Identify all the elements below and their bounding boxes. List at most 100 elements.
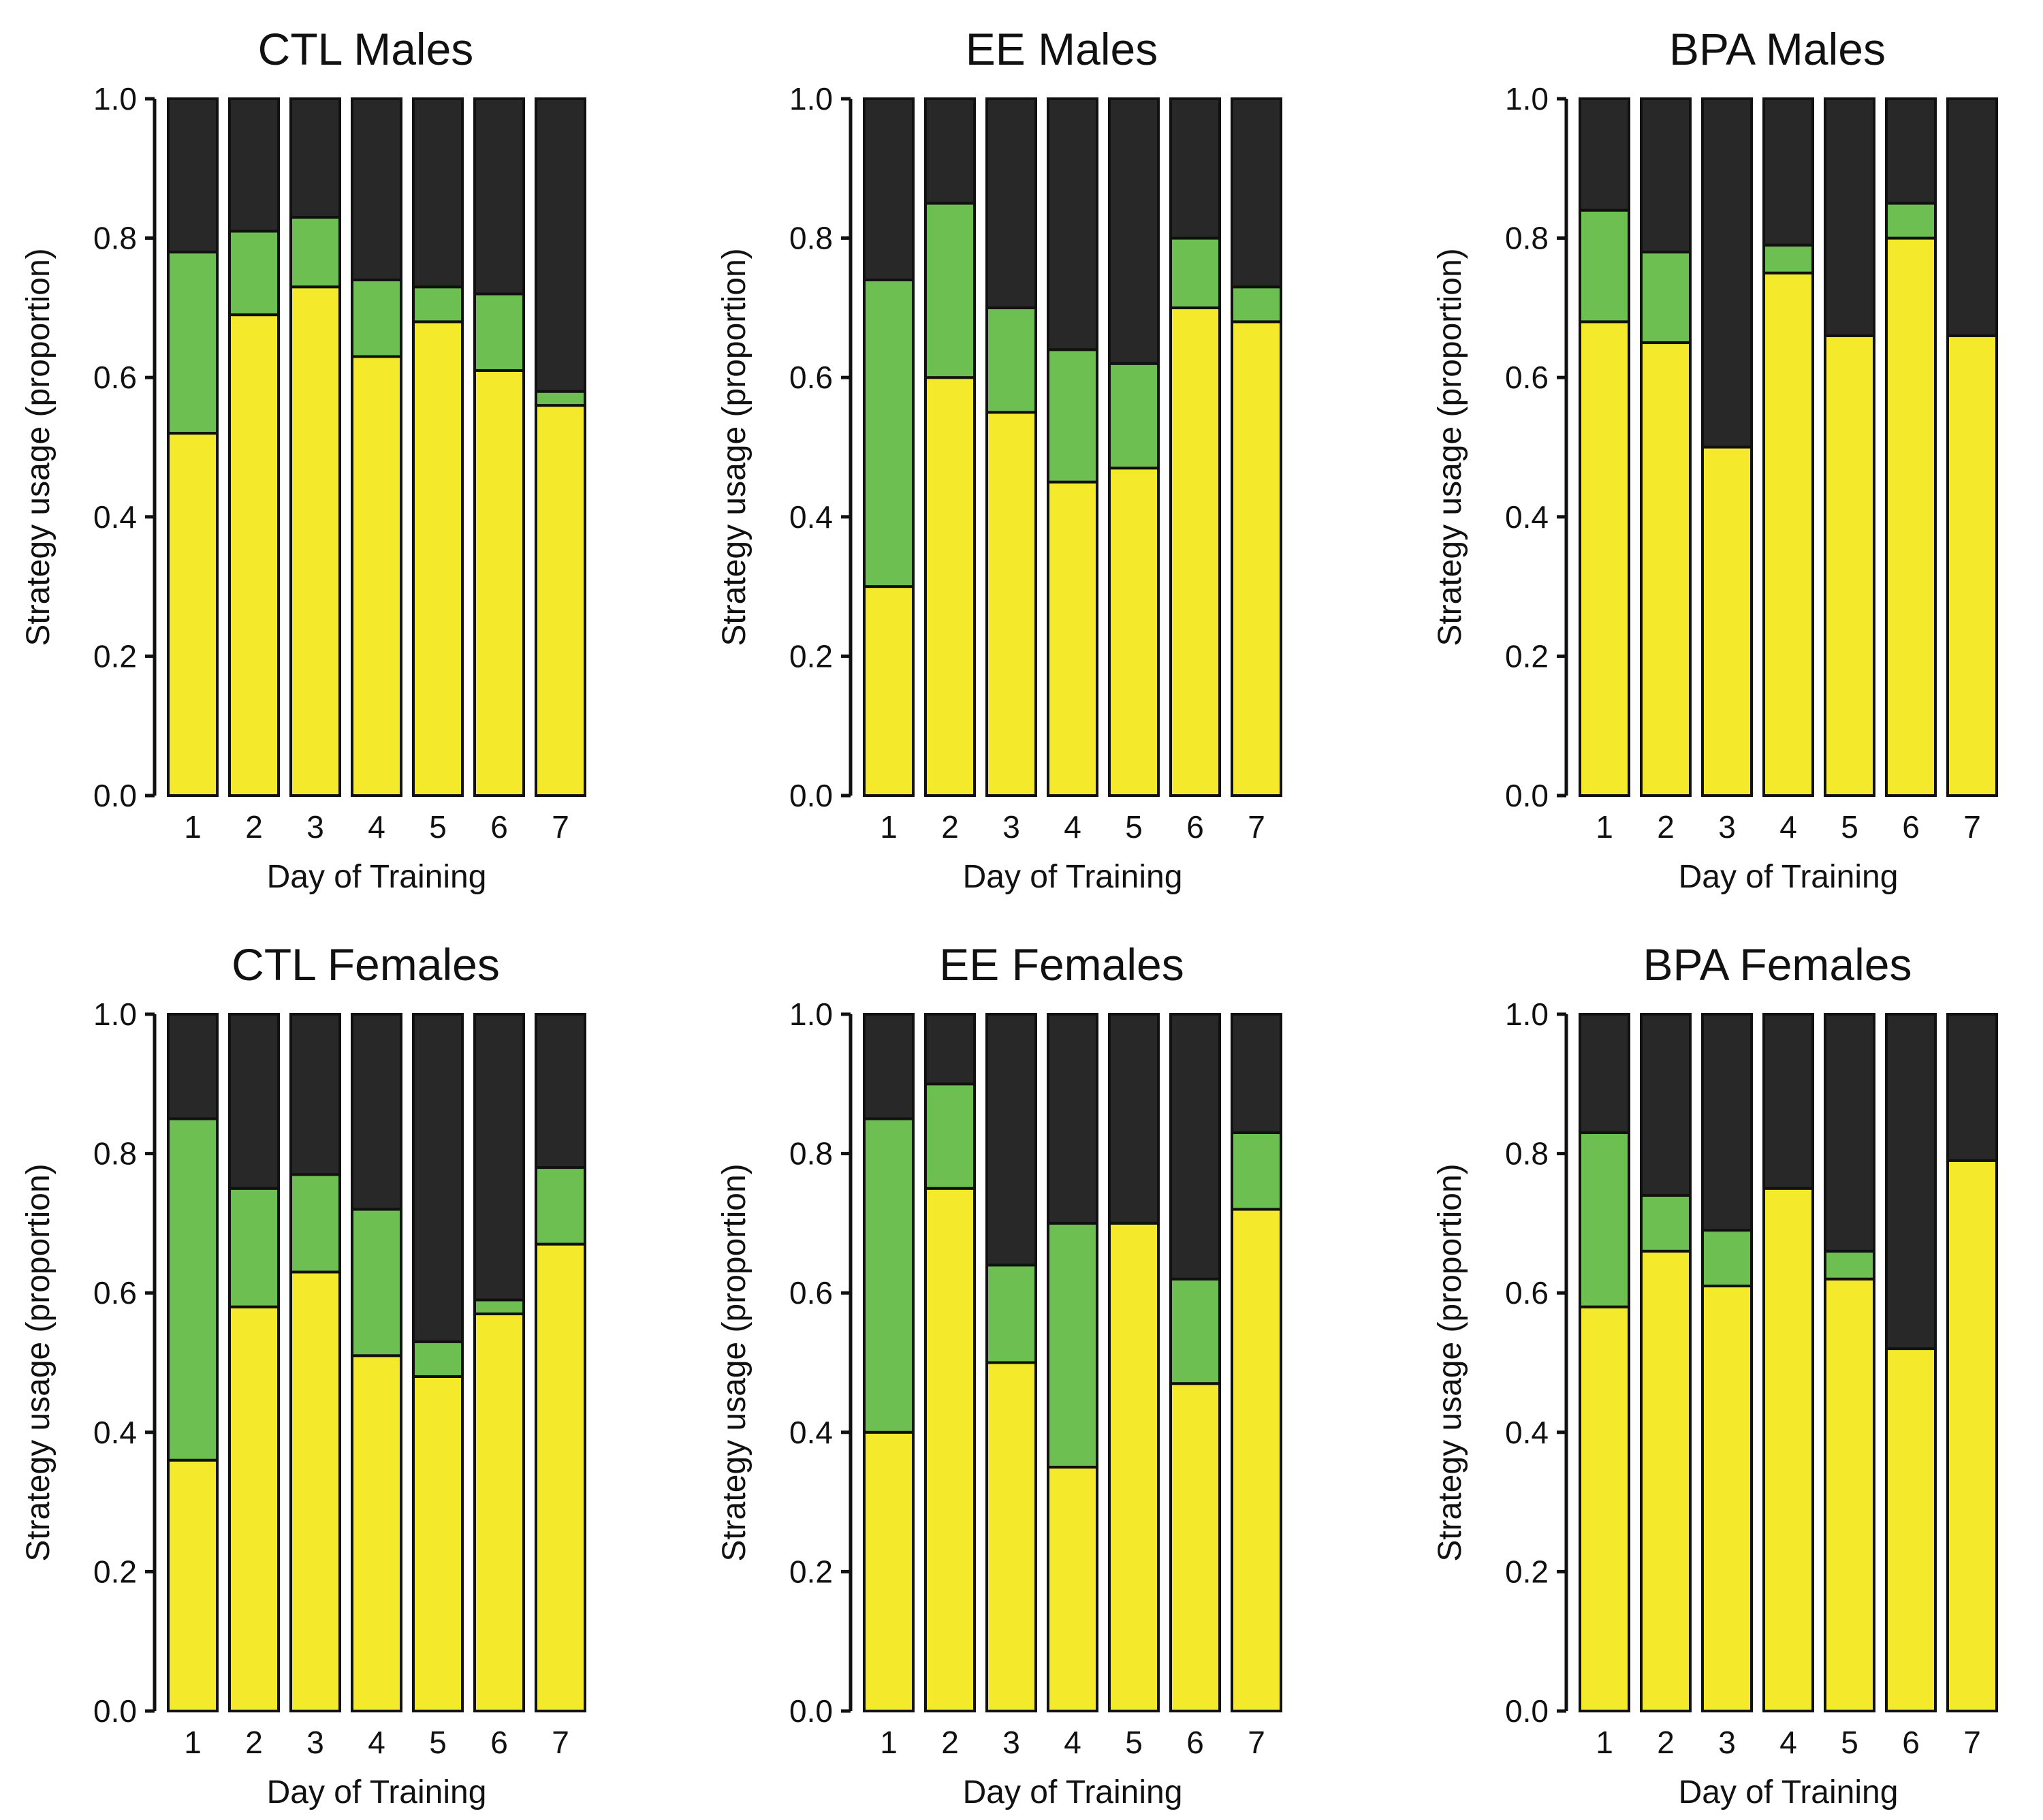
chart-panel: CTL Females Strategy usage (proportion) Da… — [20, 939, 586, 1810]
bar-segment-dark — [1885, 1013, 1937, 1351]
bar-segment-yellow — [863, 1430, 915, 1713]
bar-stack — [924, 97, 976, 797]
y-tick-label: 0.8 — [789, 221, 833, 256]
bar-segment-yellow — [167, 432, 219, 797]
bar-stack — [167, 1013, 219, 1712]
y-tick-label: 0.0 — [789, 1693, 833, 1729]
bar-segment-green — [473, 1298, 525, 1315]
bar-stack — [412, 97, 464, 797]
bar-stack — [924, 1013, 976, 1712]
bar-segment-dark — [473, 97, 525, 296]
bar-stack — [1701, 97, 1753, 797]
y-tick-label: 0.4 — [1505, 1415, 1549, 1450]
bar-segment-dark — [412, 1013, 464, 1343]
panel-title: BPA Males — [1669, 24, 1886, 74]
y-tick-label: 0.4 — [789, 499, 833, 535]
bar-segment-dark — [1762, 1013, 1814, 1190]
bar-segment-dark — [863, 1013, 915, 1120]
bar-stack — [1824, 97, 1875, 797]
bar-segment-dark — [1640, 1013, 1692, 1197]
bar-segment-green — [289, 1173, 341, 1274]
y-tick-label: 0.0 — [789, 778, 833, 813]
bar-segment-green — [1231, 285, 1282, 324]
bar-segment-green — [351, 1208, 402, 1358]
x-tick-label: 5 — [1841, 1725, 1858, 1760]
bar-stack — [473, 97, 525, 797]
bar-segment-yellow — [1047, 480, 1098, 798]
bar-segment-green — [228, 230, 280, 317]
x-tick-label: 4 — [1779, 809, 1797, 845]
x-tick-label: 7 — [1248, 809, 1265, 845]
panel-title: CTL Females — [232, 939, 500, 990]
bar-segment-yellow — [535, 404, 586, 797]
bar-stack — [863, 97, 915, 797]
bar-stack — [1640, 97, 1692, 797]
bar-segment-yellow — [1885, 236, 1937, 798]
bar-segment-yellow — [863, 585, 915, 797]
chart-panel: CTL Males Strategy usage (proportion) Day … — [20, 24, 586, 895]
bar-segment-yellow — [1108, 467, 1160, 797]
y-axis-label: Strategy usage (proportion) — [716, 248, 753, 646]
y-tick-label: 0.0 — [1505, 778, 1549, 813]
x-tick-label: 4 — [1064, 809, 1081, 845]
bar-segment-dark — [863, 97, 915, 281]
x-tick-label: 3 — [1002, 809, 1020, 845]
x-tick-label: 2 — [941, 809, 959, 845]
bar-segment-dark — [228, 1013, 280, 1190]
bar-segment-dark — [1640, 97, 1692, 254]
bar-segment-dark — [1762, 97, 1814, 247]
bar-segment-green — [351, 278, 402, 358]
x-tick-label: 6 — [1902, 1725, 1920, 1760]
bar-segment-green — [289, 215, 341, 289]
bar-segment-dark — [1231, 1013, 1282, 1134]
y-tick-label: 1.0 — [1505, 997, 1549, 1032]
bar-segment-dark — [289, 1013, 341, 1176]
x-tick-label: 6 — [1902, 809, 1920, 845]
chart-panel: EE Males Strategy usage (proportion) Day o… — [716, 24, 1282, 895]
bar-stack — [1946, 97, 1998, 797]
bar-segment-green — [1640, 1193, 1692, 1253]
bar-stack — [863, 1013, 915, 1713]
bar-stack — [228, 97, 280, 797]
bar-segment-green — [1701, 1229, 1753, 1287]
bar-stack — [985, 97, 1037, 797]
bar-segment-green — [1640, 251, 1692, 345]
bar-stack — [1169, 97, 1221, 797]
y-axis-label: Strategy usage (proportion) — [20, 248, 57, 646]
x-tick-label: 6 — [1186, 1725, 1204, 1760]
bar-segment-yellow — [985, 411, 1037, 797]
bar-segment-yellow — [228, 1305, 280, 1713]
bar-segment-yellow — [1169, 1382, 1221, 1712]
chart-panel: BPA Males Strategy usage (proportion) Day … — [1432, 24, 1998, 895]
bar-segment-yellow — [1824, 334, 1875, 797]
bar-stack — [1946, 1013, 1998, 1712]
bar-segment-yellow — [924, 376, 976, 797]
x-axis-label: Day of Training — [1679, 859, 1899, 895]
x-tick-label: 7 — [552, 809, 569, 845]
y-tick-label: 0.4 — [1505, 499, 1549, 535]
bar-segment-dark — [1824, 97, 1875, 337]
y-tick-label: 0.8 — [1505, 221, 1549, 256]
bar-stack — [1885, 97, 1937, 798]
bar-segment-dark — [1824, 1013, 1875, 1253]
bar-segment-dark — [535, 1013, 586, 1170]
bar-segment-green — [412, 1340, 464, 1378]
bar-segment-yellow — [1701, 1284, 1753, 1712]
bar-segment-green — [1579, 1131, 1630, 1308]
bar-stack — [985, 1013, 1037, 1712]
bar-segment-green — [863, 278, 915, 589]
bar-segment-yellow — [1946, 1159, 1998, 1712]
bar-segment-dark — [412, 97, 464, 289]
bar-stack — [1640, 1013, 1692, 1712]
bar-stack — [167, 97, 219, 797]
bar-stack — [1231, 1013, 1282, 1712]
bar-segment-yellow — [1762, 1187, 1814, 1712]
bar-segment-green — [1762, 243, 1814, 274]
y-tick-label: 0.8 — [93, 221, 137, 256]
y-axis-label: Strategy usage (proportion) — [1432, 1163, 1468, 1561]
bar-stack — [1047, 1013, 1098, 1712]
x-tick-label: 5 — [1841, 809, 1858, 845]
x-tick-label: 1 — [184, 1725, 202, 1760]
bar-segment-dark — [1579, 1013, 1630, 1134]
y-tick-label: 1.0 — [1505, 81, 1549, 116]
